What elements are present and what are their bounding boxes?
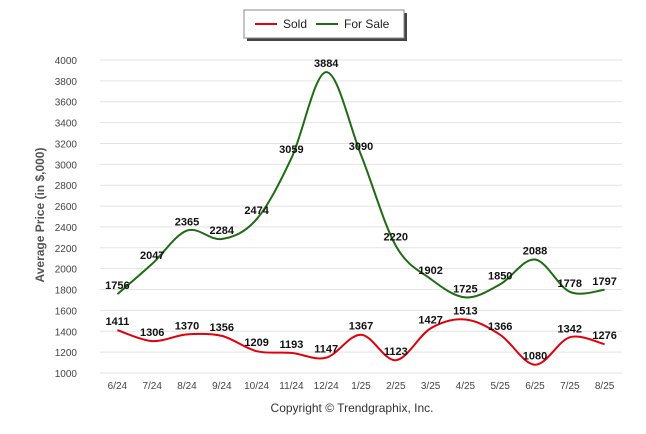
x-tick-label: 8/24 [177, 381, 197, 392]
legend-label-sold: Sold [283, 17, 307, 31]
data-label-sold: 1080 [523, 351, 547, 363]
y-tick-label: 1600 [55, 306, 78, 317]
data-label-sold: 1356 [210, 322, 234, 334]
series-lines [116, 71, 605, 366]
y-tick-label: 3600 [55, 98, 78, 109]
data-label-sold: 1370 [175, 320, 199, 332]
data-label-sold: 1193 [279, 339, 303, 351]
y-tick-label: 3400 [55, 119, 78, 130]
x-tick-label: 9/24 [212, 381, 232, 392]
x-tick-label: 10/24 [244, 381, 269, 392]
data-label-sold: 1411 [105, 316, 129, 328]
data-label-for-sale: 3090 [349, 141, 373, 153]
data-label-for-sale: 2047 [140, 250, 164, 262]
data-label-for-sale: 1902 [418, 265, 442, 277]
series-line-sold [117, 318, 605, 366]
data-label-for-sale: 2474 [244, 205, 269, 217]
data-label-for-sale: 2220 [384, 232, 408, 244]
y-tick-label: 3000 [55, 160, 78, 171]
data-label-for-sale: 2088 [523, 245, 547, 257]
data-label-sold: 1123 [384, 346, 408, 358]
x-tick-label: 12/24 [314, 381, 339, 392]
x-tick-label: 5/25 [490, 381, 510, 392]
data-label-sold: 1209 [244, 337, 268, 349]
x-tick-label: 1/25 [351, 381, 371, 392]
gridlines [100, 59, 622, 374]
x-tick-label: 6/25 [525, 381, 545, 392]
y-tick-label: 3200 [55, 139, 78, 150]
y-tick-label: 1800 [55, 286, 78, 297]
legend-label-for-sale: For Sale [344, 17, 390, 31]
data-label-for-sale: 3059 [279, 144, 303, 156]
data-label-sold: 1366 [488, 321, 512, 333]
y-tick-label: 2600 [55, 202, 78, 213]
y-tick-label: 2400 [55, 223, 78, 234]
data-label-sold: 1276 [592, 330, 616, 342]
data-label-sold: 1367 [349, 321, 373, 333]
series-line-for-sale [116, 71, 605, 299]
x-tick-label: 7/24 [142, 381, 162, 392]
data-label-for-sale: 1756 [105, 280, 129, 292]
copyright-footer: Copyright © Trendgraphix, Inc. [271, 401, 434, 415]
data-label-for-sale: 1725 [453, 283, 477, 295]
x-tick-label: 2/25 [386, 381, 406, 392]
data-label-for-sale: 1797 [592, 276, 616, 288]
y-axis-title: Average Price (in $,000) [33, 148, 47, 283]
data-labels: 1411 1306 1370 1356 1209 1193 1147 1367 1123 1427… [105, 58, 617, 363]
data-label-for-sale: 1778 [558, 278, 582, 290]
x-tick-label: 11/24 [279, 381, 304, 392]
y-tick-label: 3800 [55, 77, 78, 88]
x-tick-label: 7/25 [560, 381, 580, 392]
y-tick-label: 1200 [55, 348, 78, 359]
y-axis-ticks: 1000 1200 1400 1600 1800 2000 2200 2400 2600 2800… [55, 56, 78, 380]
y-tick-label: 2000 [55, 265, 78, 276]
y-tick-label: 4000 [55, 56, 78, 67]
y-tick-label: 1000 [55, 369, 78, 380]
legend[interactable]: Sold For Sale [243, 9, 407, 41]
x-axis-ticks: 6/24 7/24 8/24 9/24 10/24 11/24 12/24 1/25 2/25 3… [108, 381, 615, 392]
data-label-for-sale: 2365 [175, 217, 199, 229]
data-label-sold: 1427 [418, 314, 442, 326]
data-label-sold: 1342 [558, 323, 582, 335]
y-tick-label: 1400 [55, 327, 78, 338]
x-tick-label: 3/25 [421, 381, 441, 392]
y-tick-label: 2200 [55, 244, 78, 255]
data-label-sold: 1306 [140, 327, 164, 339]
data-label-for-sale: 3884 [314, 58, 339, 70]
data-label-sold: 1147 [314, 344, 338, 356]
x-tick-label: 8/25 [595, 381, 615, 392]
x-tick-label: 4/25 [456, 381, 476, 392]
x-tick-label: 6/24 [108, 381, 128, 392]
data-label-for-sale: 1850 [488, 270, 512, 282]
data-label-sold: 1513 [453, 305, 477, 317]
data-label-for-sale: 2284 [210, 225, 235, 237]
y-tick-label: 2800 [55, 181, 78, 192]
